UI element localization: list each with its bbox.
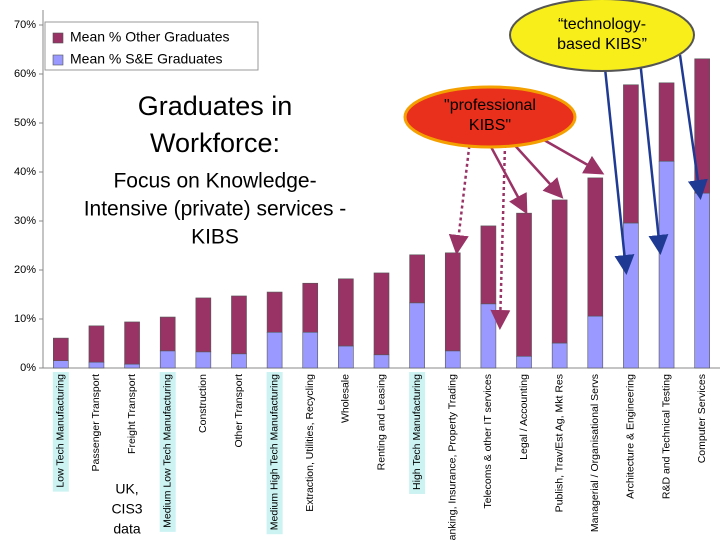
y-tick-label: 10%: [14, 313, 36, 325]
bar-segment: [409, 254, 425, 304]
bar-segment: [658, 160, 675, 369]
bar-segment: [53, 337, 69, 361]
legend-box: [44, 21, 259, 71]
subtitle: KIBS: [191, 226, 239, 249]
category-highlight: [159, 372, 176, 532]
x-tick-label: High Tech Manufacturing: [411, 374, 423, 490]
arrows: [448, 54, 708, 330]
annotation: “technology-: [558, 16, 646, 33]
x-tick-label: Computer Services: [696, 374, 708, 463]
source-note: UK,: [115, 481, 138, 497]
category-highlight: [409, 372, 426, 494]
bar-segment: [480, 303, 497, 369]
y-tick-label: 0%: [20, 362, 36, 374]
title: Workforce:: [150, 128, 280, 158]
x-tick-label: Other Transport: [233, 374, 245, 448]
bar-segment: [266, 331, 283, 369]
bar-segment: [444, 350, 461, 369]
bar-segment: [88, 325, 105, 363]
bar-segment: [124, 363, 140, 369]
x-tick-label: Medium High Tech Manufacturing: [268, 374, 280, 530]
bar-segment: [231, 295, 247, 355]
x-tick-label: Architecture & Engineering: [625, 374, 637, 499]
x-tick-label: Extraction, Utilities, Recycling: [304, 374, 316, 512]
subtitle: Intensive (private) services -: [84, 198, 347, 221]
bar-segment: [623, 84, 639, 224]
x-tick-label: Telecoms & other IT services: [482, 374, 494, 509]
x-tick-label: R&D and Technical Testing: [660, 374, 672, 499]
subtitle: Focus on Knowledge-: [113, 170, 316, 193]
bar-segment: [444, 252, 461, 352]
bar-segment: [159, 316, 176, 352]
x-tick-label: Managerial / Organisational Servs: [589, 374, 601, 532]
bar-segment: [159, 350, 176, 369]
y-tick-label: 70%: [14, 19, 36, 31]
x-tick-label: Wholesale: [340, 374, 352, 423]
bar-segment: [480, 225, 497, 305]
x-tick-label: Renting and Leasing: [375, 374, 387, 470]
bar-segment: [623, 222, 639, 369]
bar-segment: [53, 360, 69, 369]
bar-segment: [658, 82, 675, 162]
y-tick-label: 40%: [14, 166, 36, 178]
annotation: based KIBS”: [557, 36, 647, 53]
bar-segment: [302, 282, 319, 333]
bar-segment: [551, 199, 568, 344]
x-tick-label: Construction: [197, 374, 209, 433]
bar-segment: [124, 321, 140, 365]
bar-segment: [694, 192, 710, 369]
legend-swatch: [52, 54, 64, 66]
bar-segment: [88, 361, 105, 369]
legend-swatch: [52, 32, 64, 44]
bar-segment: [516, 212, 532, 357]
bar-segment: [516, 355, 532, 369]
title: Graduates in: [138, 91, 293, 121]
bar-segment: [195, 297, 212, 353]
x-tick-label: Legal / Accounting: [518, 374, 530, 460]
annotation: "professional: [444, 97, 536, 114]
bar-segment: [373, 272, 390, 356]
category-highlight: [52, 372, 69, 492]
bar-segment: [302, 331, 319, 369]
y-tick-label: 60%: [14, 68, 36, 80]
bar-segment: [587, 177, 604, 317]
bar-segment: [551, 342, 568, 369]
x-tick-label: Banking, Insurance, Property Trading: [447, 374, 459, 540]
x-tick-label: Medium Low Tech Manufacturing: [161, 374, 173, 528]
bar-segment: [587, 315, 604, 369]
legend-label: Mean % Other Graduates: [70, 29, 230, 45]
y-tick-label: 30%: [14, 215, 36, 227]
bar-segment: [373, 354, 390, 369]
callout-professional: [403, 85, 577, 149]
callout-technology: [509, 0, 695, 72]
bar-segment: [338, 278, 354, 347]
bar-segment: [231, 353, 247, 369]
bar-segment: [338, 345, 354, 369]
x-tick-label: Publish, Trav/Est Ag, Mkt Res: [553, 374, 565, 512]
x-tick-label: Low Tech Manufacturing: [55, 374, 67, 488]
category-highlight: [266, 372, 283, 535]
legend: Mean % Other Graduates Mean % S&E Graduat…: [52, 29, 230, 67]
x-tick-label: Freight Transport: [126, 374, 138, 454]
legend-label: Mean % S&E Graduates: [70, 51, 223, 67]
y-tick-label: 50%: [14, 117, 36, 129]
source-note: data: [113, 521, 140, 537]
x-tick-label: Passenger Transport: [90, 374, 102, 472]
bar-segment: [266, 291, 283, 333]
bar-segment: [195, 351, 212, 369]
bar-segment: [409, 302, 425, 369]
source-note: CIS3: [111, 501, 142, 517]
y-tick-label: 20%: [14, 264, 36, 276]
annotation: KIBS": [469, 117, 511, 134]
